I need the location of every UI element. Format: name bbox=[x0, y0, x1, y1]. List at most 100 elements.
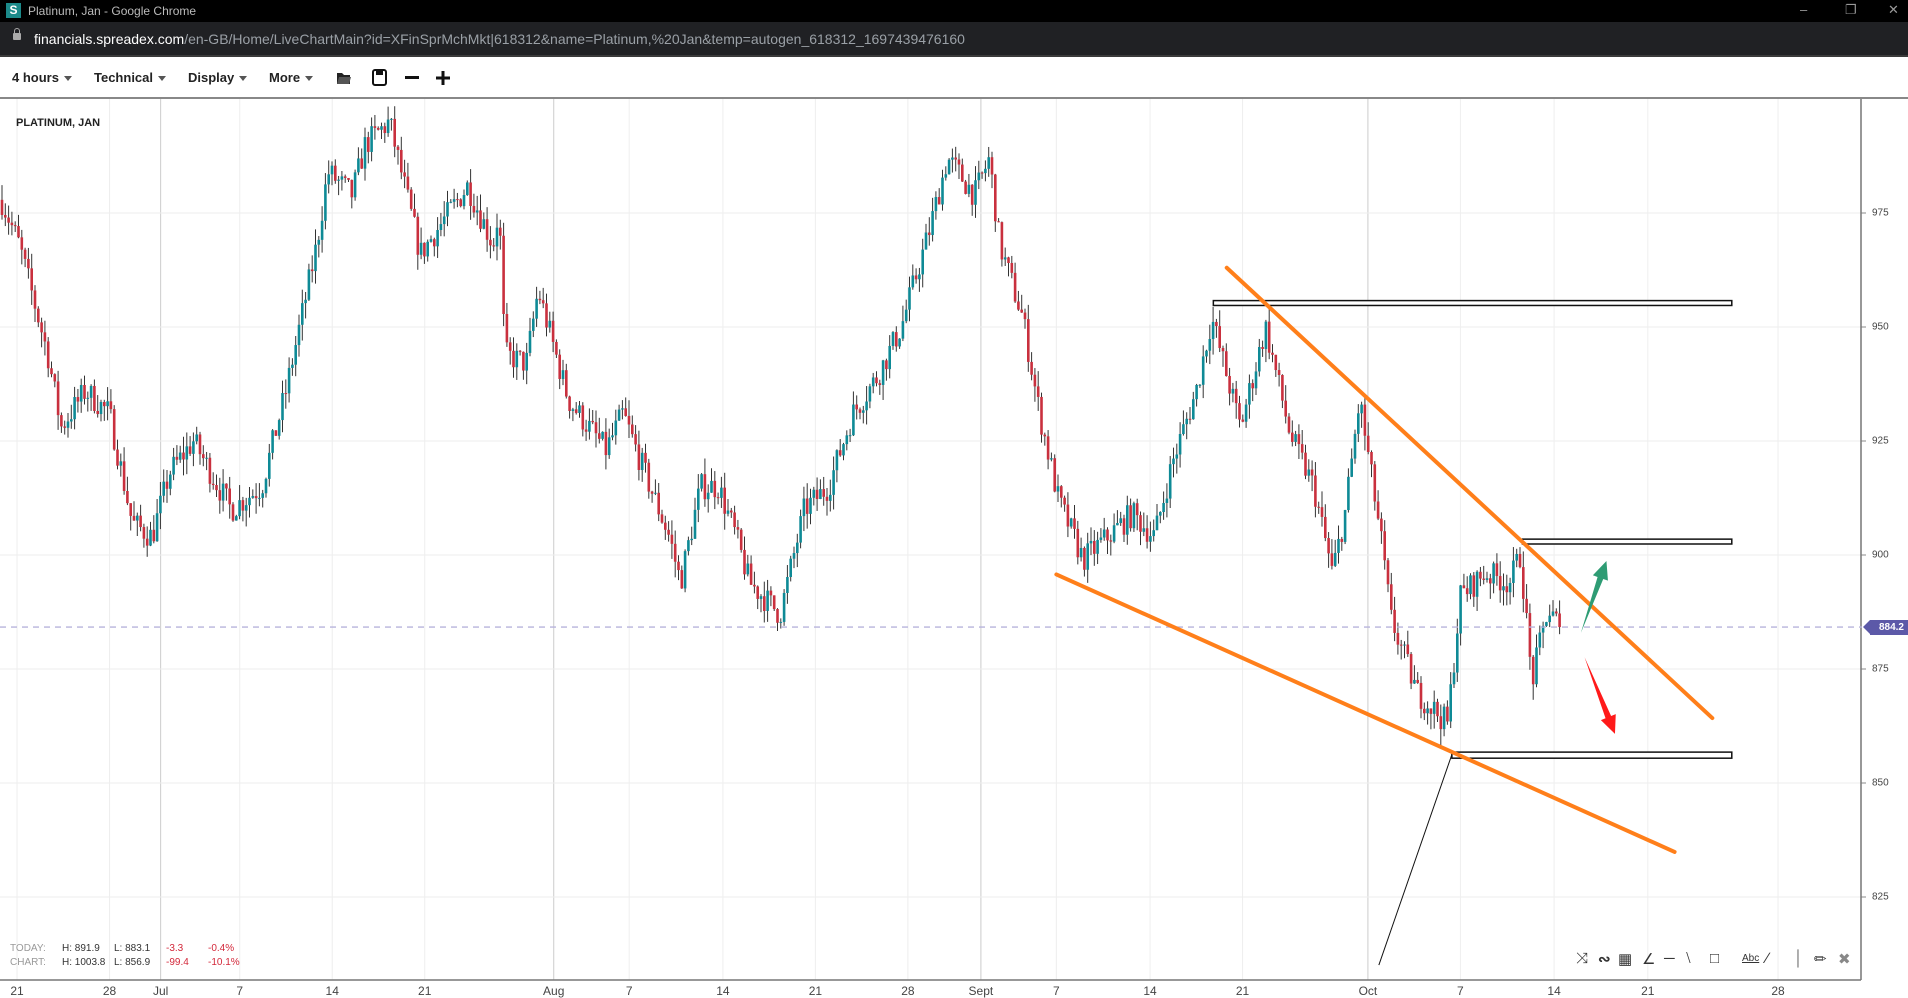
zoom-in-icon[interactable] bbox=[436, 71, 450, 85]
candle-up bbox=[796, 542, 799, 554]
minimize-icon[interactable]: – bbox=[1800, 2, 1808, 17]
url-text[interactable]: financials.spreadex.com/en-GB/Home/LiveC… bbox=[34, 31, 965, 47]
candle-up bbox=[1155, 515, 1159, 531]
price-stats: TODAY: H: 891.9 L: 883.1 -3.3 -0.4% CHART: H:… bbox=[10, 942, 240, 970]
candle-up bbox=[1248, 383, 1251, 405]
x-tick-label: Aug bbox=[543, 984, 565, 998]
text-tool-icon[interactable]: Abc bbox=[1742, 953, 1760, 964]
rectangle-icon[interactable]: □ bbox=[1710, 950, 1720, 967]
candle-down bbox=[126, 490, 129, 504]
fan-tool-icon[interactable]: ∠ bbox=[1642, 951, 1656, 968]
candle-down bbox=[96, 410, 99, 415]
candle-down bbox=[1139, 515, 1142, 532]
candle-up bbox=[1142, 528, 1146, 532]
delete-icon[interactable]: ✖ bbox=[1838, 951, 1851, 968]
candle-down bbox=[1472, 575, 1476, 597]
vertical-line-icon[interactable]: │ bbox=[1794, 950, 1804, 967]
candle-up bbox=[1112, 525, 1116, 542]
interval-dropdown[interactable]: 4 hours bbox=[12, 70, 72, 85]
candle-down bbox=[60, 415, 63, 427]
candle-up bbox=[195, 434, 198, 442]
candle-up bbox=[1162, 502, 1165, 513]
candle-up bbox=[786, 577, 789, 593]
candle-down bbox=[1390, 584, 1393, 610]
candle-down bbox=[1327, 538, 1330, 554]
stats-today-low: L: 883.1 bbox=[114, 943, 151, 954]
candle-down bbox=[1386, 560, 1390, 585]
open-folder-icon[interactable] bbox=[336, 70, 352, 86]
candle-down bbox=[970, 184, 974, 205]
candle-up bbox=[1403, 644, 1406, 646]
candle-down bbox=[1066, 504, 1070, 527]
candle-up bbox=[621, 408, 624, 410]
candle-down bbox=[736, 527, 740, 530]
display-label: Display bbox=[188, 70, 235, 85]
candle-down bbox=[472, 205, 476, 213]
y-tick-label: 900 bbox=[1872, 549, 1889, 561]
candle-down bbox=[1023, 312, 1027, 320]
candle-down bbox=[1060, 486, 1063, 498]
candle-up bbox=[419, 242, 423, 255]
candle-up bbox=[251, 496, 255, 498]
candle-up bbox=[987, 157, 990, 169]
candle-up bbox=[782, 592, 786, 622]
x-tick-label: 21 bbox=[1235, 984, 1250, 998]
candle-down bbox=[499, 227, 502, 236]
candle-up bbox=[370, 126, 373, 152]
candle-down bbox=[1251, 383, 1254, 389]
fibonacci-tool-icon[interactable]: ▦ bbox=[1618, 951, 1633, 968]
address-bar[interactable]: financials.spreadex.com/en-GB/Home/LiveC… bbox=[0, 22, 1908, 57]
trend-line-icon[interactable]: ⧵ bbox=[1686, 950, 1691, 967]
candle-up bbox=[162, 481, 165, 496]
arrow-tool-icon[interactable]: ⤨ bbox=[1576, 950, 1589, 967]
candle-down bbox=[423, 242, 426, 257]
candle-up bbox=[693, 509, 697, 539]
line-icon[interactable]: ∕ bbox=[1766, 950, 1769, 967]
display-dropdown[interactable]: Display bbox=[188, 70, 248, 85]
candle-up bbox=[1258, 347, 1261, 372]
candle-down bbox=[980, 172, 984, 174]
candle-up bbox=[720, 487, 723, 498]
candle-up bbox=[532, 318, 535, 331]
curve-tool-icon[interactable]: ∾ bbox=[1598, 951, 1611, 968]
ruler-icon[interactable]: ✏ bbox=[1814, 951, 1827, 968]
bullish-arrow bbox=[1580, 561, 1608, 633]
candle-down bbox=[644, 452, 647, 463]
candle-up bbox=[1515, 553, 1518, 561]
candle-down bbox=[459, 199, 462, 207]
candle-down bbox=[334, 165, 337, 181]
candle-down bbox=[63, 426, 66, 428]
y-tick-label: 825 bbox=[1872, 891, 1889, 903]
horizontal-line-icon[interactable]: ─ bbox=[1664, 950, 1675, 967]
candle-up bbox=[340, 176, 344, 180]
candle-down bbox=[568, 396, 571, 411]
caret-down-icon bbox=[158, 76, 167, 82]
candle-up bbox=[528, 330, 532, 353]
candle-up bbox=[640, 452, 644, 470]
candle-up bbox=[614, 420, 618, 436]
candle-down bbox=[1036, 386, 1040, 397]
candle-down bbox=[1106, 529, 1109, 541]
candle-up bbox=[178, 452, 182, 460]
save-icon[interactable] bbox=[372, 69, 387, 86]
stats-chart-high: H: 1003.8 bbox=[62, 957, 106, 968]
candle-down bbox=[1145, 528, 1149, 542]
candle-down bbox=[1040, 396, 1043, 435]
candle-down bbox=[489, 239, 492, 246]
more-dropdown[interactable]: More bbox=[269, 70, 314, 85]
technical-dropdown[interactable]: Technical bbox=[94, 70, 167, 85]
zoom-out-icon[interactable] bbox=[405, 76, 419, 80]
candle-up bbox=[205, 457, 208, 459]
candle-down bbox=[152, 529, 156, 542]
candle-down bbox=[23, 249, 27, 259]
candle-down bbox=[772, 595, 776, 610]
candle-up bbox=[1492, 563, 1495, 584]
candle-down bbox=[1555, 611, 1558, 614]
candle-down bbox=[274, 430, 278, 436]
candle-up bbox=[466, 182, 469, 196]
candle-up bbox=[852, 404, 855, 436]
candle-up bbox=[1432, 701, 1436, 714]
restore-icon[interactable]: ❐ bbox=[1845, 2, 1857, 17]
close-icon[interactable]: ✕ bbox=[1888, 2, 1899, 17]
